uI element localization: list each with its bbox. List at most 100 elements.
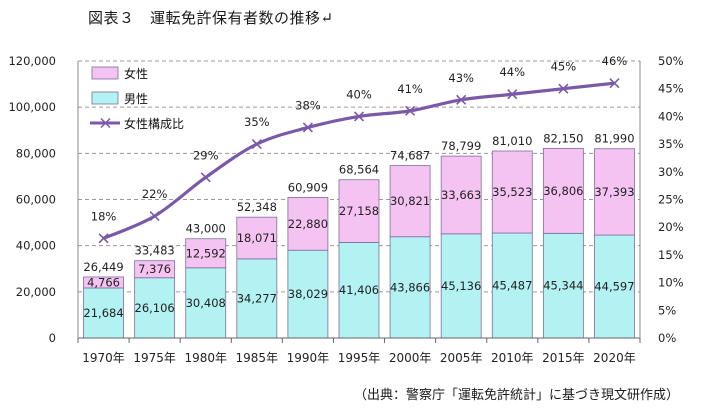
x-tick-label: 2000年 xyxy=(389,351,432,365)
bars xyxy=(83,147,635,339)
bar-male xyxy=(338,242,380,339)
y2-tick-label: 35% xyxy=(658,137,684,151)
y-tick-label: 20,000 xyxy=(16,285,56,299)
total-value-label: 43,000 xyxy=(186,222,226,236)
legend-marker-ratio xyxy=(100,117,111,129)
bar-male xyxy=(287,249,329,339)
y-tick-label: 120,000 xyxy=(8,54,56,68)
male-value-label: 26,106 xyxy=(135,301,175,315)
x-tick-label: 1985年 xyxy=(236,351,279,365)
y2-tick-label: 0% xyxy=(658,331,676,345)
ratio-marker xyxy=(609,78,620,89)
ratio-marker xyxy=(302,122,313,133)
ratio-value-label: 22% xyxy=(142,187,168,201)
male-value-label: 41,406 xyxy=(339,283,379,297)
ratio-value-label: 40% xyxy=(346,87,372,101)
ratio-value-label: 46% xyxy=(602,54,628,68)
female-value-label: 35,523 xyxy=(492,185,532,199)
y2-tick-label: 30% xyxy=(658,165,684,179)
ratio-marker xyxy=(456,94,467,105)
bar-female xyxy=(134,260,176,279)
bar-female xyxy=(440,155,482,235)
female-value-label: 4,766 xyxy=(87,275,120,289)
ratio-marker xyxy=(251,139,262,150)
x-tick-label: 1975年 xyxy=(133,351,176,365)
legend-swatch-male xyxy=(91,91,119,105)
bar-male xyxy=(83,287,124,339)
bar-female xyxy=(287,197,329,251)
ratio-line xyxy=(98,78,620,244)
total-value-label: 33,483 xyxy=(135,244,175,258)
ratio-value-label: 35% xyxy=(244,115,270,129)
ratio-value-label: 44% xyxy=(499,65,525,79)
x-tick-label: 2010年 xyxy=(491,351,534,365)
y2-tick-label: 25% xyxy=(658,193,684,207)
female-value-label: 18,071 xyxy=(237,231,277,245)
male-value-label: 45,344 xyxy=(543,279,583,293)
male-value-label: 34,277 xyxy=(237,291,277,305)
total-value-label: 60,909 xyxy=(288,180,328,194)
y-tick-label: 60,000 xyxy=(16,193,56,207)
male-value-label: 44,597 xyxy=(594,280,634,294)
male-value-label: 38,029 xyxy=(288,287,328,301)
total-value-label: 81,010 xyxy=(492,134,532,148)
female-value-label: 7,376 xyxy=(138,262,171,276)
bar-female xyxy=(83,276,124,289)
bar-male xyxy=(594,234,635,339)
total-value-label: 26,449 xyxy=(83,260,123,274)
total-value-label: 68,564 xyxy=(339,163,379,177)
total-value-label: 81,990 xyxy=(594,132,634,146)
bar-female xyxy=(542,147,584,234)
y2-tick-label: 20% xyxy=(658,220,684,234)
female-value-label: 22,880 xyxy=(288,217,328,231)
y2-tick-label: 15% xyxy=(658,248,684,262)
y2-tick-label: 10% xyxy=(658,276,684,290)
ratio-marker xyxy=(353,111,365,122)
male-value-label: 45,487 xyxy=(492,279,532,293)
y-tick-label: 40,000 xyxy=(16,239,56,253)
source-note: （出典：警察庁「運転免許統計」に基づき現文研作成） xyxy=(353,388,679,403)
ratio-marker xyxy=(558,83,569,94)
ratio-marker xyxy=(200,172,211,183)
bar-female xyxy=(491,150,533,234)
y2-tick-label: 5% xyxy=(658,303,676,317)
bar-male xyxy=(389,236,431,339)
y-tick-label: 100,000 xyxy=(8,100,56,114)
y2-tick-label: 45% xyxy=(658,82,684,96)
total-value-label: 82,150 xyxy=(543,131,583,145)
y-tick-label: 0 xyxy=(49,331,56,345)
female-value-label: 37,393 xyxy=(594,185,634,199)
y-tick-label: 80,000 xyxy=(16,146,56,160)
legend-label-female: 女性 xyxy=(124,66,148,81)
legend-swatch-female xyxy=(91,66,119,80)
female-value-label: 30,821 xyxy=(390,194,430,208)
legend-label-male: 男性 xyxy=(124,92,148,106)
x-tick-label: 2005年 xyxy=(440,351,483,365)
ratio-value-label: 38% xyxy=(295,98,321,112)
bar-male xyxy=(134,277,176,339)
x-tick-label: 1970年 xyxy=(82,351,125,365)
total-value-label: 74,687 xyxy=(390,149,430,163)
figure-title: 図表３ 運転免許保有者数の推移↵ xyxy=(88,9,334,27)
male-value-label: 45,136 xyxy=(441,279,481,293)
x-tick-label: 2015年 xyxy=(542,351,585,365)
ratio-value-label: 45% xyxy=(551,60,577,74)
ratio-value-label: 29% xyxy=(193,148,219,162)
axes: 0 20,000 40,000 60,000 80,000 100,000 120,000 0… xyxy=(8,54,683,365)
bar-male xyxy=(236,258,278,339)
ratio-value-label: 18% xyxy=(91,209,117,223)
ratio-marker xyxy=(507,89,518,100)
bar-female xyxy=(236,216,278,260)
y2-tick-label: 50% xyxy=(658,54,684,68)
ratio-value-label: 41% xyxy=(397,82,423,96)
ratio-marker xyxy=(405,105,416,116)
ratio-marker xyxy=(149,211,160,222)
bar-female xyxy=(389,165,431,238)
legend-label-ratio: 女性構成比 xyxy=(124,116,184,131)
y2-tick-label: 40% xyxy=(658,109,684,123)
x-tick-label: 1990年 xyxy=(287,351,330,365)
female-value-label: 36,806 xyxy=(543,184,583,198)
female-value-label: 12,592 xyxy=(186,246,226,260)
